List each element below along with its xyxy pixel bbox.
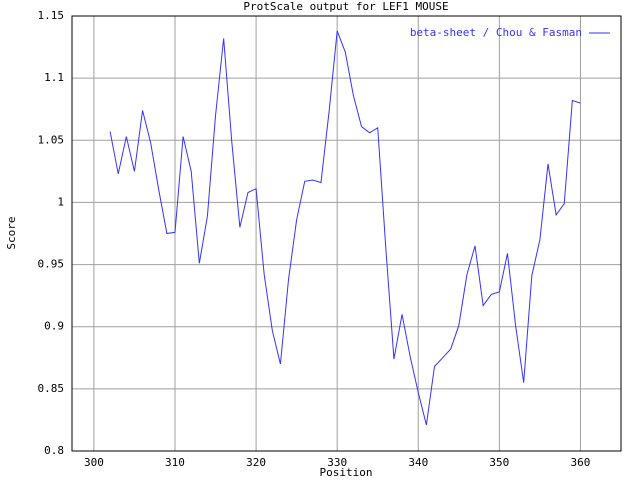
x-tick-label: 320 — [246, 456, 266, 469]
y-tick-label: 0.9 — [44, 320, 64, 333]
legend-label: beta-sheet / Chou & Fasman — [410, 26, 582, 39]
y-axis-label: Score — [5, 216, 18, 249]
chart-title: ProtScale output for LEF1 MOUSE — [243, 0, 448, 13]
y-tick-label: 1 — [57, 195, 64, 208]
x-tick-label: 330 — [327, 456, 347, 469]
y-tick-label: 1.05 — [38, 133, 65, 146]
y-tick-label: 1.1 — [44, 71, 64, 84]
x-axis-label: Position — [320, 466, 373, 479]
y-tick-label: 0.95 — [38, 258, 65, 271]
y-tick-label: 0.8 — [44, 444, 64, 457]
x-tick-label: 340 — [408, 456, 428, 469]
plot-border — [71, 15, 622, 452]
data-line — [109, 30, 581, 426]
x-tick-label: 300 — [84, 456, 104, 469]
x-tick-label: 360 — [571, 456, 591, 469]
x-tick-label: 310 — [165, 456, 185, 469]
y-tick-label: 1.15 — [38, 9, 65, 22]
x-tick-label: 350 — [489, 456, 509, 469]
y-tick-label: 0.85 — [38, 382, 65, 395]
